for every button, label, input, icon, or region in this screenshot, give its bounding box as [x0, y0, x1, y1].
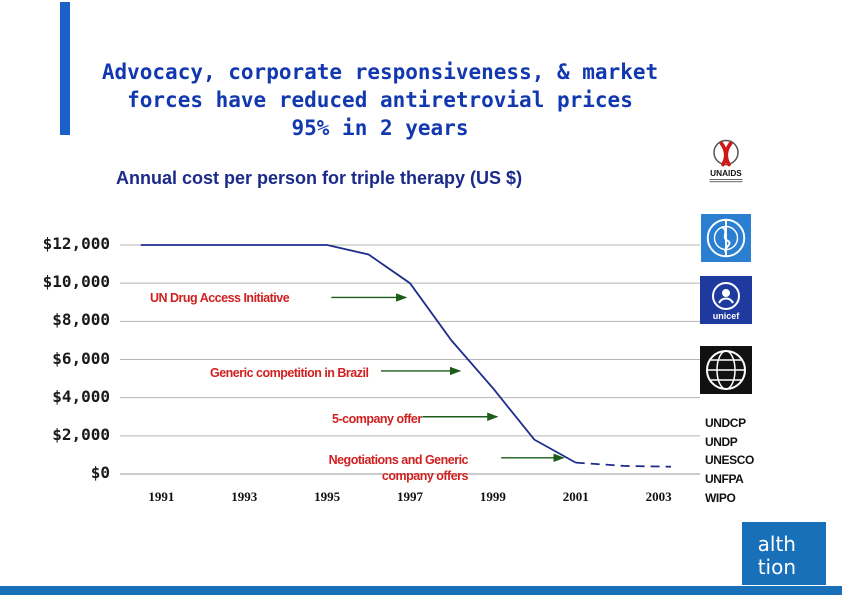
y-tick-label: $4,000: [52, 386, 110, 406]
x-tick-label: 1997: [397, 489, 423, 504]
x-tick-label: 2001: [562, 489, 589, 504]
slide-title-line: Advocacy, corporate responsiveness, & ma…: [101, 60, 659, 84]
agency-label: UNDCP: [705, 416, 746, 430]
who-logo: [701, 214, 751, 262]
slide-title-line: 95% in 2 years: [291, 116, 469, 140]
annotation-5-company: 5-company offer: [332, 412, 422, 426]
annotation-negotiations-line: company offers: [381, 469, 469, 483]
agency-label: WIPO: [705, 491, 736, 505]
unicef-label: unicef: [713, 311, 741, 321]
cost-line: [140, 244, 577, 464]
x-tick-label: 1995: [314, 489, 341, 504]
y-tick-label: $2,000: [52, 424, 110, 444]
unaids-logo: UNAIDS: [706, 136, 746, 184]
agency-label: UNDP: [705, 435, 738, 449]
unaids-label: UNAIDS: [710, 169, 742, 178]
x-tick-label: 1999: [479, 489, 506, 504]
annotation-generic-brazil: Generic competition in Brazil: [210, 366, 369, 380]
accent-bar: [60, 2, 70, 135]
agency-label: UNESCO: [705, 453, 754, 467]
bottom-strip: [0, 586, 842, 595]
chart-title: Annual cost per person for triple therap…: [116, 168, 523, 188]
y-tick-label: $12,000: [42, 234, 110, 253]
brand-text-line: alth: [757, 532, 796, 556]
brand-logo-box: alth tion: [742, 522, 826, 585]
annotation-negotiations-line: Negotiations and Generic: [328, 453, 469, 467]
y-tick-label: $8,000: [52, 310, 110, 330]
slide-title-line: forces have reduced antiretrovial prices: [127, 88, 633, 112]
x-tick-label: 1993: [231, 489, 258, 504]
brand-text-line: tion: [757, 555, 796, 579]
y-tick-label: $10,000: [42, 272, 110, 292]
agency-label: UNFPA: [705, 472, 744, 486]
annotation-negotiations: Negotiations and Generic company offers: [300, 452, 469, 484]
y-tick-label: $0: [90, 463, 110, 482]
world-bank-logo: [700, 346, 752, 394]
slide-title: Advocacy, corporate responsiveness, & ma…: [80, 58, 680, 142]
projected-cost-line: [575, 461, 672, 468]
x-tick-label: 1991: [148, 489, 175, 504]
annotation-un-drug-access: UN Drug Access Initiative: [150, 291, 290, 305]
x-tick-label: 2003: [645, 489, 672, 504]
unicef-logo: unicef: [700, 276, 752, 324]
y-tick-label: $6,000: [52, 348, 110, 368]
